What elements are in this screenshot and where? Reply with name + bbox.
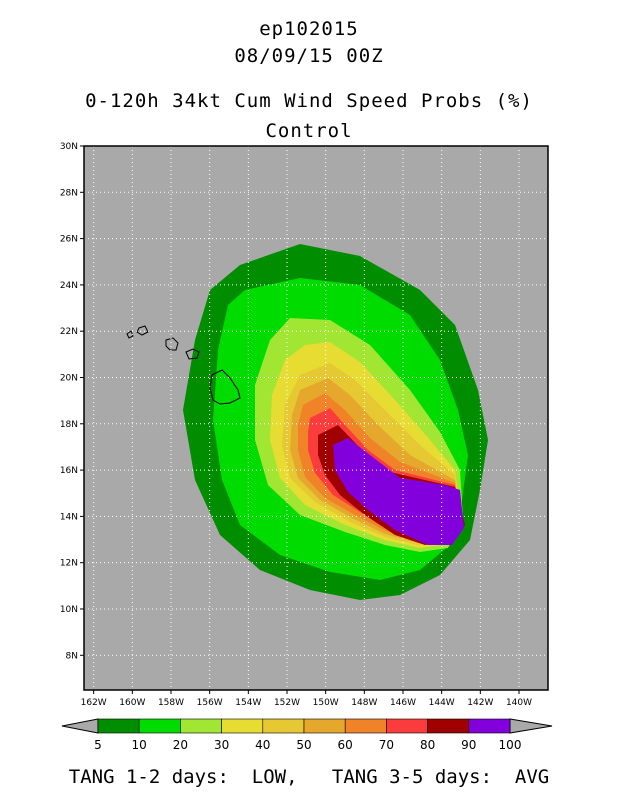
colorbar-bin [468, 718, 511, 734]
colorbar-label: 80 [420, 738, 435, 752]
colorbar-label: 100 [499, 738, 522, 752]
lat-tick-label: 8N [66, 651, 78, 661]
colorbar-label: 5 [94, 738, 102, 752]
forecast-datetime: 08/09/15 00Z [234, 45, 384, 67]
lon-tick-label: 154W [235, 698, 261, 708]
lat-tick-label: 24N [60, 281, 78, 291]
island-hawaii [209, 369, 241, 405]
lon-tick-label: 140W [506, 698, 532, 708]
colorbar-bin [344, 718, 387, 734]
latitude-axis: 8N 10N 12N 14N 16N 18N 20N 22N 24N 26N 28N 30N [60, 142, 84, 661]
lon-tick-label: 162W [81, 698, 107, 708]
storm-id: ep102015 [259, 18, 359, 40]
run-name: Control [265, 120, 353, 142]
lon-tick-label: 146W [390, 698, 416, 708]
colorbar: 5 10 20 30 40 50 60 70 80 90 100 [61, 718, 553, 752]
lat-tick-label: 14N [60, 512, 78, 522]
colorbar-label: 20 [173, 738, 188, 752]
lon-tick-label: 142W [467, 698, 493, 708]
colorbar-above-arrow [509, 718, 553, 734]
product-title: 0-120h 34kt Cum Wind Speed Probs (%) [85, 90, 533, 112]
lat-tick-label: 22N [60, 327, 78, 337]
map-frame [83, 145, 549, 691]
colorbar-label: 60 [338, 738, 353, 752]
lat-tick-label: 12N [60, 559, 78, 569]
lat-tick-label: 18N [60, 420, 78, 430]
colorbar-label: 90 [461, 738, 476, 752]
colorbar-label: 70 [379, 738, 394, 752]
island-kauai [126, 330, 134, 339]
island-oahu [136, 325, 149, 336]
lon-tick-label: 148W [351, 698, 377, 708]
lat-tick-label: 20N [60, 373, 78, 383]
lat-tick-label: 30N [60, 142, 78, 152]
colorbar-bin [221, 718, 264, 734]
lon-tick-label: 158W [158, 698, 184, 708]
lat-tick-label: 10N [60, 605, 78, 615]
colorbar-bin [427, 718, 470, 734]
lon-tick-label: 152W [274, 698, 300, 708]
lat-tick-label: 26N [60, 235, 78, 245]
island-maui [185, 348, 200, 360]
colorbar-bin [138, 718, 181, 734]
tang-summary: TANG 1-2 days: LOW, TANG 3-5 days: AVG [68, 766, 550, 788]
colorbar-label: 50 [296, 738, 311, 752]
probability-contours [183, 244, 488, 600]
colorbar-label: 30 [214, 738, 229, 752]
colorbar-bin [303, 718, 346, 734]
lat-tick-label: 16N [60, 466, 78, 476]
island-molokai [165, 337, 179, 351]
colorbar-label: 40 [255, 738, 270, 752]
colorbar-bin [97, 718, 140, 734]
colorbar-label: 10 [132, 738, 147, 752]
colorbar-bin [180, 718, 222, 734]
colorbar-bin [386, 718, 428, 734]
lon-tick-label: 150W [313, 698, 339, 708]
colorbar-bin [262, 718, 305, 734]
lat-tick-label: 28N [60, 188, 78, 198]
contour-90 [333, 438, 464, 545]
longitude-axis: 162W 160W 158W 156W 154W 152W 150W 148W 146W 144W… [81, 690, 532, 708]
lon-tick-label: 160W [119, 698, 145, 708]
colorbar-below-arrow [61, 718, 99, 734]
lon-tick-label: 144W [429, 698, 455, 708]
coastlines [126, 325, 241, 405]
graticule [84, 145, 548, 690]
lon-tick-label: 156W [197, 698, 223, 708]
